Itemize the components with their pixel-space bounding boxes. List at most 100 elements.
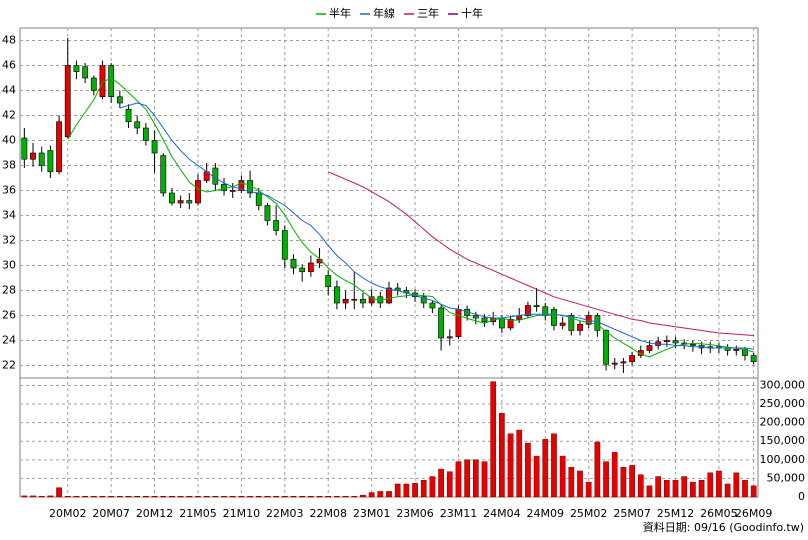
volume-bar [438,468,444,498]
x-tick-label: 22M08 [309,507,347,520]
volume-bar [281,496,288,498]
candle-body [689,343,696,346]
volume-bar [221,496,227,498]
ma-line [119,102,754,350]
volume-bar [273,496,279,498]
candle-body [386,287,392,304]
footer: 資料日期: 09/16 (Goodinfo.tw) [643,520,804,534]
candle-body [620,361,627,364]
y-tick-label: 30 [2,259,16,272]
volume-bar [724,483,731,498]
candle-body [64,65,71,138]
candle-body [629,355,636,363]
volume-bar [603,461,609,498]
candle-body [438,307,444,339]
volume-bar [742,480,748,498]
volume-bar [99,496,106,498]
volume-bar [707,472,714,498]
candle-body [56,121,62,173]
candle-body [559,322,566,326]
volume-bar [160,496,167,498]
candle-body [568,315,575,331]
volume-bar [195,496,201,498]
volume-bar [238,496,245,498]
volume-bar [38,496,45,498]
y-tick-label: 36 [2,184,16,197]
candle-body [30,152,36,160]
candle-body [290,258,297,269]
legend-label: 三年 [417,6,439,20]
x-tick-label: 25M07 [613,507,651,520]
x-tick-label: 25M02 [570,507,608,520]
x-tick-label: 23M11 [440,507,478,520]
candle-body [255,192,262,206]
volume-bar [629,465,635,498]
legend-label: 十年 [461,6,483,20]
y-tick-label: 38 [2,159,16,172]
candle-body [351,298,358,301]
candle-body [603,330,609,365]
y-tick-label: 42 [2,109,16,122]
volume-bar [21,495,28,498]
volume-bar [169,496,175,498]
candle-body [481,317,488,323]
volume-bar [533,455,540,498]
x-tick-label: 24M09 [527,507,565,520]
y-tick-label: 26 [2,309,16,322]
volume-bar [108,496,115,498]
candle-body [533,305,540,308]
candle-body [177,200,184,204]
volume-bar [733,472,740,498]
y-tick-label: 28 [2,284,16,297]
volume-bar [481,461,488,498]
volume-bar [716,470,722,498]
x-tick-label: 21M05 [179,507,217,520]
volume-bar [64,496,71,498]
candle-body [169,192,175,204]
volume-bar [750,485,757,498]
volume-bar [403,483,410,498]
y2-tick-label: 300,000 [760,378,806,391]
volume-bar [525,442,531,498]
volume-bar [151,496,158,498]
volume-bar [594,441,601,498]
ma-line [328,171,754,336]
y-tick-label: 48 [2,34,16,47]
candle-body [186,200,193,204]
candle-body [125,108,132,123]
volume-bar [420,480,427,498]
candle-body [525,305,531,316]
x-tick-label: 20M02 [49,507,87,520]
volume-bar [342,496,349,498]
candle-body [611,362,618,365]
x-tick-label: 20M07 [92,507,130,520]
x-tick-label: 23M01 [353,507,391,520]
candle-body [577,323,583,331]
volume-bar [255,496,262,498]
y2-tick-label: 100,000 [760,453,806,466]
candle-body [733,348,740,351]
volume-bar [351,496,358,498]
volume-bar [394,483,401,498]
volume-bar [47,495,54,498]
candle-body [238,180,245,191]
candle-body [360,298,366,304]
candle-body [47,150,54,173]
candle-body [229,190,236,192]
volume-bar [577,470,583,498]
y-tick-label: 46 [2,59,16,72]
candle-body [38,152,45,166]
candle-body [160,155,167,194]
volume-bar [186,496,193,498]
candle-body [750,355,757,363]
y-tick-label: 24 [2,334,16,347]
candle-body [142,127,149,141]
volume-bar [177,496,184,498]
y2-tick-label: 150,000 [760,434,806,447]
volume-bar [90,496,97,498]
candle-body [73,65,80,73]
volume-bar [568,467,575,498]
candle-body [299,267,306,273]
volume-bar [264,496,271,498]
candle-body [90,77,97,91]
